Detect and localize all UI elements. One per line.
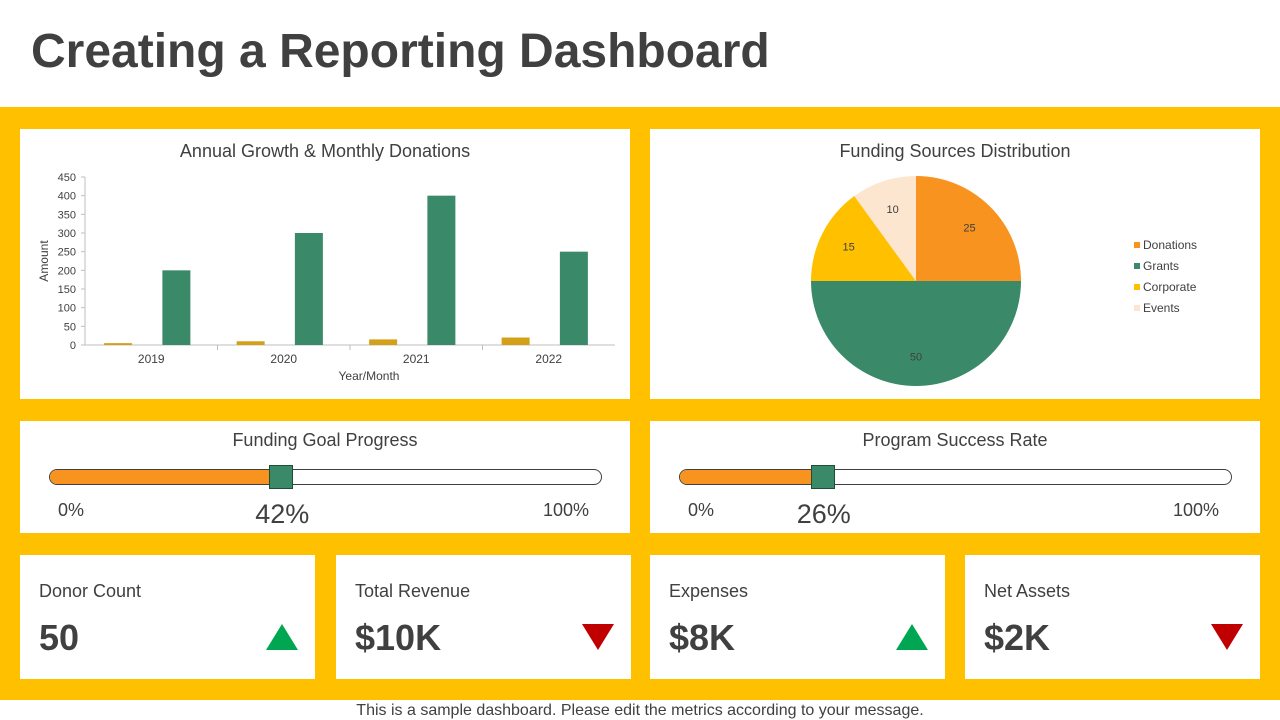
progress-title: Funding Goal Progress — [232, 430, 418, 450]
kpi-label: Net Assets — [984, 581, 1071, 601]
bar-donations-2022 — [501, 337, 530, 345]
progress-handle[interactable] — [269, 465, 294, 489]
legend-swatch — [1134, 242, 1140, 248]
pie-data-label: 15 — [843, 242, 855, 254]
pie-data-label: 10 — [887, 204, 899, 216]
y-tick-label: 350 — [58, 209, 76, 221]
legend-label: Grants — [1143, 259, 1179, 273]
pie-slice-events — [854, 176, 916, 281]
progress-value-label: 26% — [796, 499, 851, 529]
kpi-value: $8K — [669, 617, 736, 658]
progress-min-label: 0% — [688, 500, 715, 520]
triangle-up-icon — [266, 624, 298, 650]
y-tick-label: 450 — [58, 172, 76, 184]
kpi-label: Total Revenue — [355, 581, 471, 601]
y-axis-label: Amount — [37, 240, 51, 282]
progress-track — [679, 469, 1232, 485]
legend-label: Donations — [1143, 238, 1197, 252]
kpi-card-net-assets: Net Assets $2K — [965, 555, 1260, 679]
kpi-label: Donor Count — [39, 581, 142, 601]
progress-max-label: 100% — [1173, 500, 1220, 520]
y-tick-label: 100 — [58, 303, 76, 315]
x-tick-label: 2020 — [270, 352, 297, 366]
page-title: Creating a Reporting Dashboard — [31, 25, 770, 78]
y-tick-label: 200 — [58, 265, 76, 277]
bar-chart-title: Annual Growth & Monthly Donations — [179, 141, 471, 161]
y-tick-label: 50 — [64, 321, 76, 333]
progress-track — [49, 469, 602, 485]
bar-donations-2019 — [104, 343, 133, 345]
pie-chart-title: Funding Sources Distribution — [839, 141, 1071, 161]
pie-chart-panel: Funding Sources Distribution 25 50 15 10 Don… — [650, 129, 1260, 399]
legend-label: Events — [1143, 301, 1180, 315]
bar-growth-2019 — [162, 270, 191, 345]
legend-label: Corporate — [1143, 280, 1197, 294]
kpi-card-total-revenue: Total Revenue $10K — [336, 555, 631, 679]
progress-handle[interactable] — [810, 465, 835, 489]
bar-chart-panel: Annual Growth & Monthly Donations 0 50 100… — [20, 129, 630, 399]
triangle-up-icon — [896, 624, 928, 650]
arrow-shape — [582, 624, 614, 650]
program-success-panel: Program Success Rate 0% 26% 100% — [650, 421, 1260, 533]
x-tick-label: 2021 — [403, 352, 430, 366]
arrow-shape — [1211, 624, 1243, 650]
kpi-value: $10K — [355, 617, 442, 658]
pie-data-label: 25 — [963, 223, 975, 235]
progress-max-label: 100% — [543, 500, 590, 520]
legend-swatch — [1134, 284, 1140, 290]
bar-donations-2020 — [236, 341, 265, 345]
y-tick-label: 400 — [58, 191, 76, 203]
x-tick-label: 2022 — [535, 352, 562, 366]
legend-swatch — [1134, 263, 1140, 269]
pie-slice-donations — [916, 176, 1021, 281]
progress-fill — [50, 470, 282, 484]
arrow-shape — [266, 624, 298, 650]
pie-data-label: 50 — [910, 352, 922, 364]
x-axis-label: Year/Month — [339, 369, 400, 383]
bar-chart: 0 50 100 150 200 250 300 350 400 450 2019 2020 2021 2… — [37, 172, 615, 383]
y-tick-label: 250 — [58, 247, 76, 259]
progress-min-label: 0% — [58, 500, 85, 520]
pie-slice-corporate — [811, 196, 916, 281]
triangle-down-icon — [582, 624, 614, 650]
pie-chart: 25 50 15 10 Donations Grants Corporate Events — [811, 176, 1197, 386]
kpi-card-donor-count: Donor Count 50 — [20, 555, 315, 679]
kpi-value: 50 — [39, 617, 80, 658]
y-tick-label: 150 — [58, 284, 76, 296]
legend-swatch — [1134, 305, 1140, 311]
kpi-card-expenses: Expenses $8K — [650, 555, 945, 679]
progress-value-label: 42% — [255, 499, 310, 529]
bar-growth-2022 — [559, 251, 588, 345]
triangle-down-icon — [1211, 624, 1243, 650]
progress-fill — [680, 470, 824, 484]
bar-growth-2021 — [427, 195, 456, 345]
progress-title: Program Success Rate — [862, 430, 1048, 450]
bar-growth-2020 — [294, 233, 323, 345]
footer-note: This is a sample dashboard. Please edit … — [356, 702, 924, 719]
kpi-label: Expenses — [669, 581, 749, 601]
kpi-value: $2K — [984, 617, 1051, 658]
bar-donations-2021 — [369, 339, 398, 345]
x-tick-label: 2019 — [138, 352, 165, 366]
y-tick-label: 0 — [70, 340, 76, 352]
pie-slice-grants — [811, 281, 1021, 386]
y-tick-label: 300 — [58, 228, 76, 240]
arrow-shape — [896, 624, 928, 650]
funding-goal-panel: Funding Goal Progress 0% 42% 100% — [20, 421, 630, 533]
